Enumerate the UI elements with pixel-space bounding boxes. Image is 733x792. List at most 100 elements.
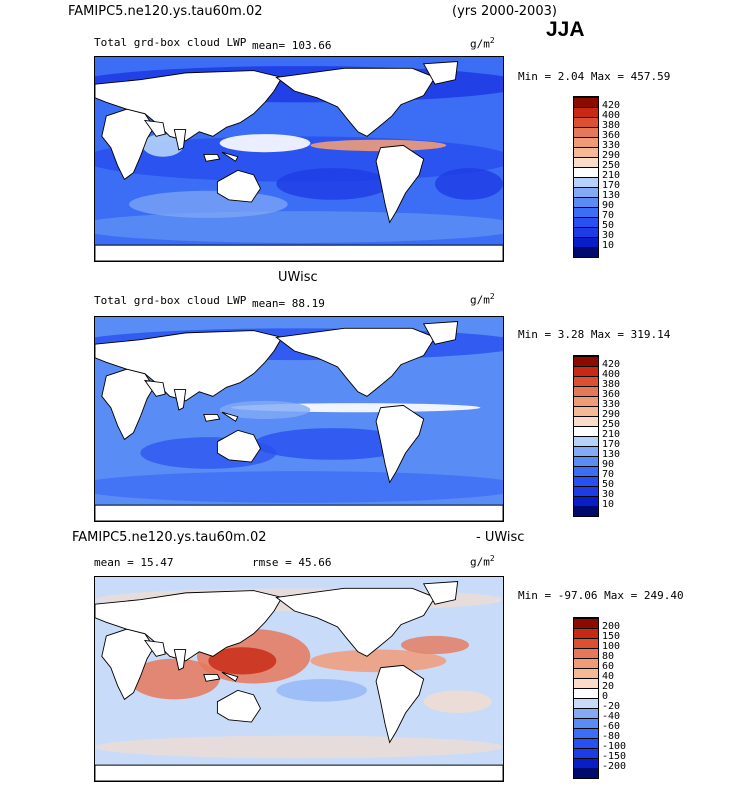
colorbar-cell (574, 678, 598, 688)
continent-outline (216, 169, 261, 203)
field-region (423, 690, 492, 713)
colorbar-label: -200 (602, 761, 627, 772)
continent-outline (275, 327, 436, 397)
field-region (219, 134, 311, 153)
colorbar-label: 40 (602, 671, 615, 682)
colorbar-label: 200 (602, 621, 621, 632)
panel3-map (94, 576, 504, 782)
colorbar-cell (574, 207, 598, 217)
colorbar-cell (574, 628, 598, 638)
continent-outline (216, 689, 261, 723)
panel1-minmax: Min = 2.04 Max = 457.59 (518, 70, 671, 83)
colorbar-label: 130 (602, 190, 621, 201)
continent-outline (143, 119, 166, 137)
colorbar-cell (574, 187, 598, 197)
field-region (208, 647, 277, 675)
continent-outline (422, 321, 459, 345)
colorbar-cell (574, 496, 598, 506)
map-field (95, 317, 503, 521)
colorbar-label: -20 (602, 701, 621, 712)
continent-outline (375, 144, 425, 224)
colorbar-cell (574, 456, 598, 466)
panel2-colorbar (573, 355, 599, 517)
colorbar-cell (574, 157, 598, 167)
continent-outline (375, 404, 425, 484)
colorbar-cell (574, 137, 598, 147)
field-region (310, 649, 447, 673)
continent-outline (422, 581, 459, 605)
panel3-minmax: Min = -97.06 Max = 249.40 (518, 589, 684, 602)
continent-outline (422, 61, 459, 85)
colorbar-label: 0 (602, 691, 609, 702)
colorbar-cell (574, 426, 598, 436)
colorbar-label: 250 (602, 419, 621, 430)
map-field (95, 577, 503, 781)
colorbar-cell (574, 227, 598, 237)
colorbar-cell (574, 446, 598, 456)
colorbar-cell (574, 658, 598, 668)
colorbar-label: 60 (602, 661, 615, 672)
colorbar-cell (574, 167, 598, 177)
colorbar-cell (574, 436, 598, 446)
colorbar-cell (574, 638, 598, 648)
colorbar-label: 150 (602, 631, 621, 642)
panel3-mean: mean = 15.47 (94, 556, 174, 569)
continent-outline (143, 639, 166, 657)
continent-outline (203, 154, 221, 162)
panel1-mean: mean= 103.66 (252, 39, 332, 52)
field-region (95, 211, 503, 243)
continent-outline (95, 330, 283, 402)
colorbar-cell (574, 127, 598, 137)
colorbar-cell (574, 648, 598, 658)
panel2-map (94, 316, 504, 522)
colorbar-label: 360 (602, 130, 621, 141)
colorbar-cell (574, 177, 598, 187)
colorbar-cell (574, 486, 598, 496)
continent-outline (275, 67, 436, 137)
colorbar-cell (574, 718, 598, 728)
colorbar-cell (574, 758, 598, 768)
continent-outline (95, 504, 503, 521)
colorbar-cell (574, 618, 598, 628)
continent-outline (221, 671, 239, 682)
panel2-variable: Total grd-box cloud LWP (94, 294, 247, 307)
continent-outline (173, 129, 187, 151)
field-region (435, 168, 503, 200)
colorbar-cell (574, 247, 598, 257)
colorbar-cell (574, 107, 598, 117)
colorbar-cell (574, 366, 598, 376)
panel3-rmse: rmse = 45.66 (252, 556, 332, 569)
field-region (129, 190, 288, 218)
field-region (276, 168, 390, 200)
panel1-variable: Total grd-box cloud LWP (94, 36, 247, 49)
colorbar-cell (574, 416, 598, 426)
continent-outline (203, 414, 221, 422)
colorbar-cell (574, 748, 598, 758)
colorbar-label: 130 (602, 449, 621, 460)
colorbar-label: 10 (602, 499, 615, 510)
colorbar-cell (574, 768, 598, 778)
panel1-units: g/m2 (470, 36, 495, 51)
colorbar-label: 380 (602, 379, 621, 390)
colorbar-label: 210 (602, 170, 621, 181)
colorbar-label: 420 (602, 100, 621, 111)
panel3-title-left: FAMIPC5.ne120.ys.tau60m.02 (72, 530, 267, 545)
panel2-minmax: Min = 3.28 Max = 319.14 (518, 328, 671, 341)
colorbar-label: 30 (602, 489, 615, 500)
field-region (401, 635, 469, 655)
colorbar-cell (574, 668, 598, 678)
map-field (95, 57, 503, 261)
field-region (253, 428, 413, 460)
colorbar-label: 50 (602, 220, 615, 231)
field-region (276, 679, 367, 702)
panel1-map (94, 56, 504, 262)
colorbar-cell (574, 356, 598, 366)
colorbar-label: 290 (602, 409, 621, 420)
continent-outline (143, 379, 166, 397)
panel1-colorbar (573, 96, 599, 258)
field-region (95, 471, 503, 503)
colorbar-label: 70 (602, 469, 615, 480)
colorbar-label: 70 (602, 210, 615, 221)
colorbar-label: -80 (602, 731, 621, 742)
continent-outline (173, 389, 187, 411)
